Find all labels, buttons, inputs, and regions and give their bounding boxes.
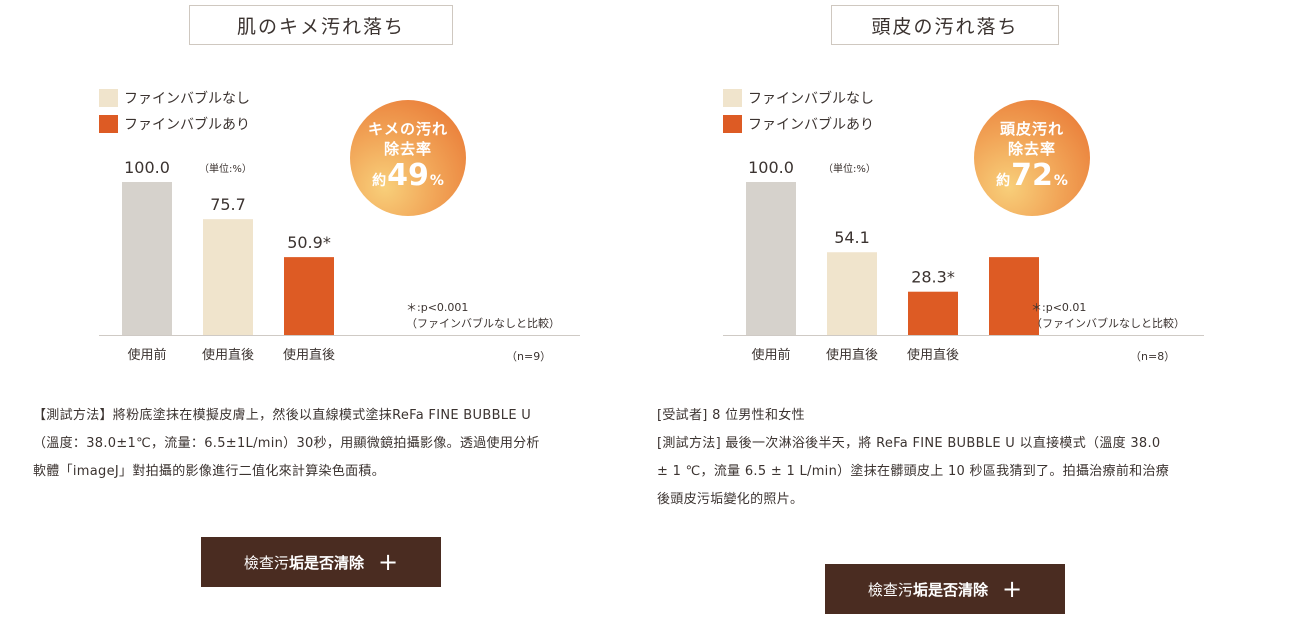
badge-value-row: 約 72 % [996, 157, 1068, 198]
button-label-light: 檢查污 [867, 580, 913, 599]
category-tick-label: 使用前 [751, 347, 790, 363]
badge-suffix: % [429, 172, 444, 189]
legend-label: ファインバブルなし [748, 91, 874, 107]
test-method: 【測試方法】將粉底塗抹在模擬皮膚上，然後以直線模式塗抹ReFa FINE BUB… [33, 402, 633, 486]
bar-value-label: 54.1 [834, 228, 870, 247]
footnote-line1: ＊:p<0.001 [406, 301, 469, 314]
badge-line2: 除去率 [1007, 139, 1056, 158]
sample-size: （n=9） [506, 350, 552, 363]
bar [746, 182, 796, 335]
category-tick-label: 使用直後 [283, 347, 335, 363]
plus-icon: + [1001, 575, 1023, 603]
test-method: [受試者] 8 位男性和女性 [測試方法] 最後一次淋浴後半天，將 ReFa F… [657, 402, 1257, 514]
bar [989, 257, 1039, 335]
significance-note: ＊:p<0.001 （ファインバブルなしと比較） [406, 300, 560, 332]
footnote-line2: （ファインバブルなしと比較） [406, 317, 560, 330]
legend-item-without: ファインバブルなし [99, 88, 250, 108]
method-line: [測試方法] 最後一次淋浴後半天，將 ReFa FINE BUBBLE U 以直… [657, 436, 1161, 451]
category-tick-label: 使用前 [127, 347, 166, 363]
bar-chart: 100.0 （単位:%） 使用前 54.1 使用直後 28.3* 使用直後 [723, 158, 1204, 363]
chart-title: 肌のキメ汚れ落ち [189, 5, 453, 45]
bar [827, 252, 877, 335]
bar-value-label: 75.7 [210, 195, 246, 214]
button-label-bold: 垢是否清除 [912, 580, 988, 599]
check-stain-button[interactable]: 檢查污 垢是否清除 + [825, 564, 1065, 614]
unit-label: （単位:%） [199, 162, 252, 175]
bar-value-label: 100.0 [748, 158, 794, 177]
badge-suffix: % [1053, 172, 1068, 189]
legend-label: ファインバブルあり [748, 117, 874, 133]
removal-rate-badge: キメの汚れ 除去率 約 49 % [350, 100, 466, 216]
significance-note: ＊:p<0.01 （ファインバブルなしと比較） [1031, 300, 1185, 332]
method-line: 軟體「imageJ」對拍攝的影像進行二值化來計算染色面積。 [33, 464, 386, 479]
removal-rate-badge: 頭皮汚れ 除去率 約 72 % [974, 100, 1090, 216]
badge-value: 49 [387, 157, 429, 193]
legend-swatch [723, 115, 742, 133]
method-line: （溫度：38.0±1℃，流量：6.5±1L/min）30秒，用顯微鏡拍攝影像。透… [33, 436, 540, 451]
badge-prefix: 約 [996, 172, 1011, 189]
chart-title: 頭皮の汚れ落ち [831, 5, 1059, 45]
category-tick-label: 使用直後 [202, 347, 254, 363]
method-line: ± 1 ℃，流量 6.5 ± 1 L/min）塗抹在髒頭皮上 10 秒區我猜到了… [657, 464, 1170, 479]
legend-item-with: ファインバブルあり [723, 114, 874, 134]
badge-value: 72 [1011, 157, 1053, 193]
category-tick-label: 使用直後 [826, 347, 878, 363]
bar-value-label: 28.3* [911, 268, 955, 287]
method-line: [受試者] 8 位男性和女性 [657, 408, 805, 423]
legend-label: ファインバブルあり [124, 117, 250, 133]
legend-swatch [99, 115, 118, 133]
bar-value-label: 50.9* [287, 233, 331, 252]
badge-line1: キメの汚れ [367, 119, 448, 138]
legend-item-without: ファインバブルなし [723, 88, 874, 108]
footnote-line2: （ファインバブルなしと比較） [1031, 317, 1185, 330]
badge-line1: 頭皮汚れ [999, 119, 1064, 138]
bar-value-label: 100.0 [124, 158, 170, 177]
badge-value-row: 約 49 % [372, 157, 444, 198]
check-stain-button[interactable]: 檢查污 垢是否清除 + [201, 537, 441, 587]
method-line: 後頭皮污垢變化的照片。 [657, 492, 804, 507]
category-tick-label: 使用直後 [907, 347, 959, 363]
legend-swatch [99, 89, 118, 107]
method-line: 【測試方法】將粉底塗抹在模擬皮膚上，然後以直線模式塗抹ReFa FINE BUB… [33, 408, 532, 423]
unit-label: （単位:%） [823, 162, 876, 175]
button-label-bold: 垢是否清除 [288, 553, 364, 572]
footnote-line1: ＊:p<0.01 [1031, 301, 1087, 314]
right-panel: 頭皮の汚れ落ち ファインバブルなし ファインバブルあり 100.0 （単位:%） 使… [654, 0, 1309, 626]
plus-icon: + [377, 548, 399, 576]
sample-size: （n=8） [1130, 350, 1176, 363]
legend-label: ファインバブルなし [124, 91, 250, 107]
badge-line2: 除去率 [383, 139, 432, 158]
bar [203, 219, 253, 335]
bar [284, 257, 334, 335]
button-label-light: 檢查污 [243, 553, 289, 572]
legend-swatch [723, 89, 742, 107]
legend-item-with: ファインバブルあり [99, 114, 250, 134]
left-panel: 肌のキメ汚れ落ち ファインバブルなし ファインバブルあり 100.0 （単位:%）… [0, 0, 654, 626]
bar [908, 291, 958, 335]
bar [122, 182, 172, 335]
badge-prefix: 約 [372, 172, 387, 189]
bar-chart: 100.0 （単位:%） 使用前 75.7 使用直後 50.9* 使用直後 [99, 158, 580, 363]
